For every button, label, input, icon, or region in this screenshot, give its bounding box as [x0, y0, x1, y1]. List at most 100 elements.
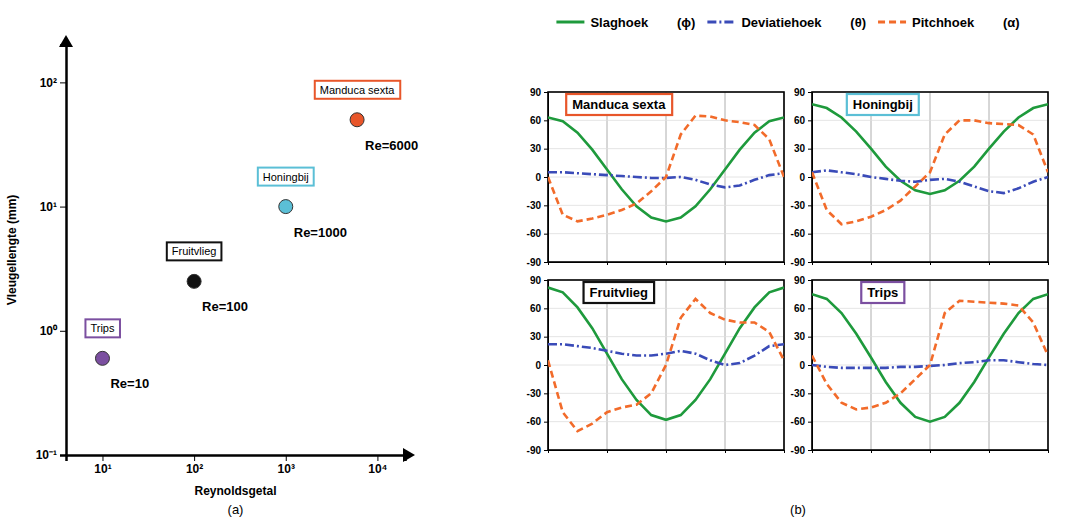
tick: -90 — [791, 445, 812, 456]
point — [279, 200, 293, 214]
tick-label: 60 — [794, 303, 806, 314]
legend-swatch — [707, 21, 735, 24]
axis-title: Vleugellengte (mm) — [5, 195, 19, 306]
tick: -60 — [527, 416, 548, 427]
series-line — [812, 120, 1048, 224]
tick: -60 — [791, 416, 812, 427]
series-box — [85, 319, 120, 337]
tick-mark — [60, 82, 66, 83]
grid-line — [548, 205, 784, 206]
legend-label: Slaghoek — [590, 15, 649, 30]
grid-line — [812, 205, 1048, 206]
tick-label: 30 — [794, 331, 806, 342]
caption: (b) — [790, 502, 806, 517]
tick: 0 — [535, 172, 548, 183]
tick-label: 30 — [530, 331, 542, 342]
series-line — [548, 344, 784, 365]
series-box — [167, 242, 222, 260]
caption: (a) — [228, 502, 244, 517]
series-name: Honingbij — [263, 171, 309, 183]
tick: 60 — [530, 115, 548, 126]
tick: -30 — [527, 200, 548, 211]
grid-line — [812, 177, 1048, 178]
tick: 10¹ — [94, 455, 111, 476]
grid-line — [812, 233, 1048, 234]
tick: 90 — [794, 275, 812, 286]
tick: 10³ — [278, 455, 295, 476]
plot-area — [548, 288, 784, 432]
tick: 60 — [530, 303, 548, 314]
tick: 30 — [530, 331, 548, 342]
tick-label: -30 — [527, 388, 542, 399]
grid-line — [548, 336, 784, 337]
tick-label: 0 — [535, 360, 541, 371]
tick-label: -60 — [791, 228, 806, 239]
panel: -90 -60 -30 0 30 60 90 Manduca sexta — [527, 87, 785, 268]
tick: -30 — [791, 388, 812, 399]
axis-line — [549, 263, 785, 266]
tick: 0 — [799, 360, 812, 371]
grid-line — [812, 336, 1048, 337]
point — [95, 351, 109, 365]
series-label: Trips — [85, 319, 120, 337]
tick-label: 10¹ — [40, 200, 57, 214]
tick: -90 — [527, 257, 548, 268]
tick-label: 10⁻¹ — [36, 448, 57, 462]
tick-label: 10⁰ — [40, 324, 58, 338]
tick: 90 — [794, 87, 812, 98]
axis-arrow — [403, 448, 415, 462]
grid-line — [812, 308, 1048, 309]
tick: -90 — [791, 257, 812, 268]
figure: 10¹10²10³10⁴10⁻¹10⁰10¹10²ReynoldsgetalVl… — [0, 0, 1075, 523]
annotation: Re=1000 — [294, 225, 347, 240]
title: Honingbij — [853, 97, 913, 112]
tick-label: 90 — [530, 275, 542, 286]
tick-label: 30 — [530, 143, 542, 154]
tick-mark — [60, 331, 66, 332]
tick: -60 — [791, 228, 812, 239]
panel-title: Honingbij — [847, 94, 919, 115]
grid-line — [548, 233, 784, 234]
plot-area — [548, 116, 784, 222]
tick-label: -60 — [527, 228, 542, 239]
tick: -30 — [791, 200, 812, 211]
tick: 60 — [794, 115, 812, 126]
panel-title: Manduca sexta — [566, 94, 672, 115]
plot-frame — [812, 92, 1048, 262]
legend-label: Pitchhoek — [912, 15, 975, 30]
plot-area — [95, 113, 364, 366]
axis: -90 -60 -30 0 30 60 90 — [791, 275, 813, 456]
tick-mark — [60, 455, 66, 456]
tick: 60 — [794, 303, 812, 314]
tick-label: -90 — [791, 257, 806, 268]
tick-mark — [60, 207, 66, 208]
tick: 30 — [530, 143, 548, 154]
legend-item: Pitchhoek(α) — [878, 15, 1020, 30]
tick-label: -30 — [791, 200, 806, 211]
series-label: Fruitvlieg — [167, 242, 222, 260]
series-box — [315, 81, 400, 99]
tick: 10⁴ — [368, 455, 387, 476]
axis-arrow — [59, 35, 73, 47]
panel: 10¹10²10³10⁴10⁻¹10⁰10¹10²ReynoldsgetalVl… — [5, 35, 418, 498]
legend-item: Slaghoek(ϕ) — [556, 15, 695, 30]
grid-line — [548, 148, 784, 149]
plot-area — [812, 294, 1048, 422]
axis-line — [813, 451, 1049, 454]
title: Fruitvlieg — [590, 285, 649, 300]
title: Trips — [867, 285, 898, 300]
annotation: Re=100 — [202, 299, 248, 314]
tick: 10⁻¹ — [36, 448, 66, 462]
tick-label: 90 — [530, 87, 542, 98]
tick-label: 0 — [799, 172, 805, 183]
title-box — [861, 282, 904, 303]
legend-label: Deviatiehoek — [741, 15, 822, 30]
legend-symbol: (θ) — [850, 15, 866, 30]
plot-frame — [548, 280, 784, 450]
grid — [812, 280, 1048, 450]
tick-label: -30 — [791, 388, 806, 399]
tick: 90 — [530, 275, 548, 286]
axis: 10¹10²10³10⁴ — [67, 455, 406, 476]
legend-item: Deviatiehoek (θ) — [707, 15, 866, 30]
grid-line — [548, 421, 784, 422]
